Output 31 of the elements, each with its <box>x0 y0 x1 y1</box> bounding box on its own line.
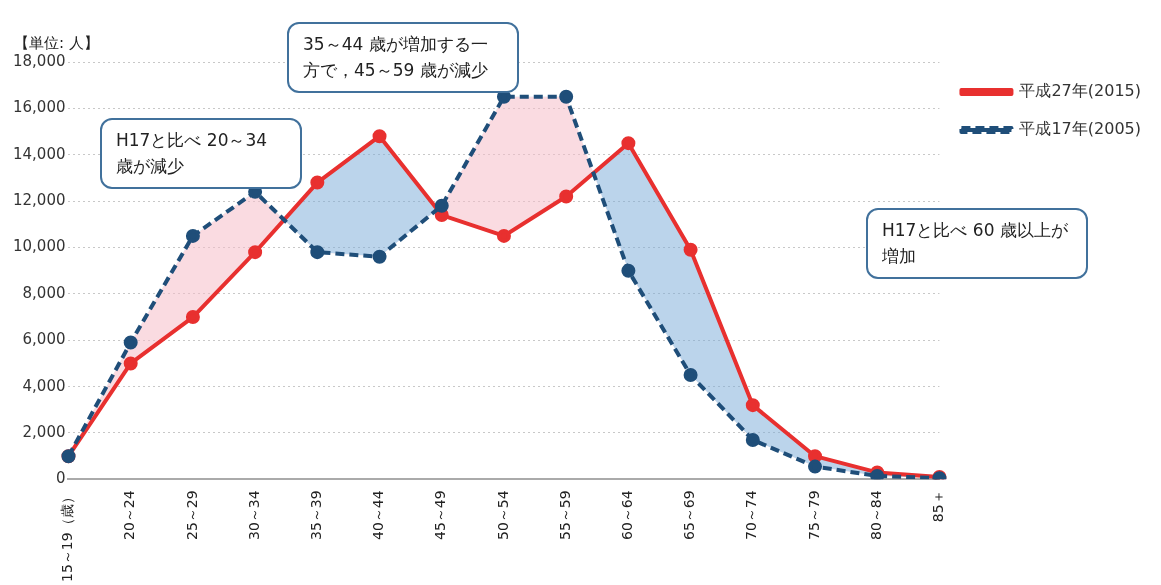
y-tick-label: 2,000 <box>22 422 66 441</box>
annotation: H17と比べ 20～34 歳が減少 <box>100 118 302 189</box>
annotation: H17と比べ 60 歳以上が増加 <box>866 208 1088 279</box>
x-tick-label: 30～34 <box>245 490 262 541</box>
x-tick-label: 50～54 <box>494 490 511 541</box>
x-tick-label: 80～84 <box>867 490 884 541</box>
x-tick-label: 65～69 <box>681 490 698 541</box>
x-tick-label: 75～79 <box>805 490 822 541</box>
x-tick-label: 45～49 <box>432 490 449 541</box>
y-tick-label: 12,000 <box>12 191 66 210</box>
y-tick-label: 0 <box>55 469 66 488</box>
x-tick-label: 60～64 <box>619 490 636 541</box>
legend-label: 平成17年(2005) <box>1019 119 1141 139</box>
legend-label: 平成27年(2015) <box>1019 81 1141 101</box>
x-tick-label: 20～24 <box>121 490 138 541</box>
x-tick-label: 70～74 <box>743 490 760 541</box>
y-tick-label: 14,000 <box>12 144 66 163</box>
x-tick-label: 35～39 <box>307 490 324 541</box>
y-tick-label: 10,000 <box>12 237 66 256</box>
y-tick-label: 18,000 <box>12 51 66 70</box>
x-tick-label: 40～44 <box>370 490 387 541</box>
annotation: 35～44 歳が増加する一方で，45～59 歳が減少 <box>287 22 519 93</box>
y-tick-label: 8,000 <box>22 283 66 302</box>
y-tick-label: 4,000 <box>22 376 66 395</box>
x-tick-label: 25～29 <box>183 490 200 541</box>
y-tick-label: 6,000 <box>22 330 66 349</box>
x-tick-label: 55～59 <box>556 490 573 541</box>
x-tick-label: 85＋ <box>930 490 947 523</box>
y-axis-title: 【単位: 人】 <box>14 34 99 53</box>
x-tick-label: 15～19（歳） <box>59 490 76 583</box>
y-tick-label: 16,000 <box>12 98 66 117</box>
